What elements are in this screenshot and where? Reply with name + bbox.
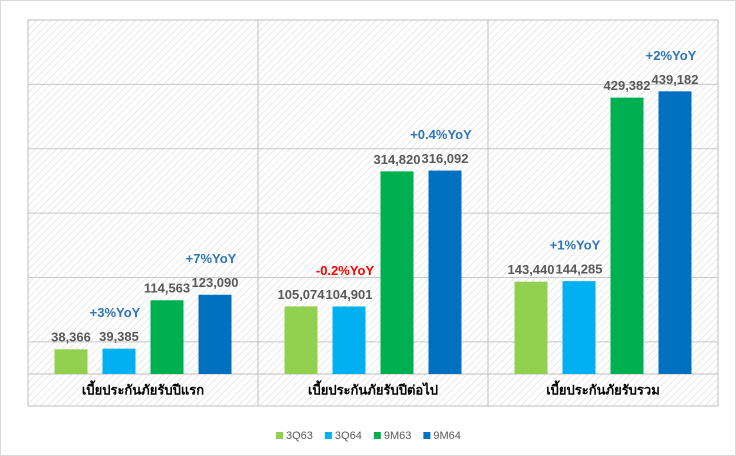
value-label: 39,385: [99, 329, 139, 344]
bar: [610, 97, 644, 375]
legend-label: 9M63: [384, 430, 412, 442]
legend-swatch: [373, 432, 381, 439]
value-label: 429,382: [604, 78, 651, 93]
yoy-annotation: -0.2%YoY: [316, 263, 375, 278]
legend-label: 3Q63: [286, 430, 313, 442]
bar: [658, 91, 692, 375]
bar: [54, 349, 88, 374]
x-tick-label: เบี้ยประกันภัยรับรวม: [546, 380, 660, 399]
legend-swatch: [276, 432, 283, 439]
yoy-annotation: +0.4%YoY: [410, 127, 472, 142]
bar: [562, 281, 596, 374]
value-label: 123,090: [192, 275, 239, 290]
bar: [284, 306, 318, 374]
yoy-annotation: +2%YoY: [646, 48, 697, 63]
value-label: 439,182: [652, 72, 699, 87]
bar: [428, 170, 462, 374]
x-tick-label: เบี้ยประกันภัยรับปีแรก: [82, 380, 204, 399]
bar: [332, 306, 366, 374]
bar: [198, 294, 232, 374]
yoy-annotation: +1%YoY: [550, 238, 601, 253]
yoy-annotation: +7%YoY: [186, 251, 237, 266]
value-label: 144,285: [556, 262, 603, 277]
value-label: 316,092: [422, 151, 469, 166]
bar: [380, 171, 414, 374]
value-label: 314,820: [374, 152, 421, 167]
legend-swatch: [423, 432, 431, 439]
value-label: 114,563: [144, 281, 190, 296]
value-label: 104,901: [326, 287, 373, 302]
legend-swatch: [324, 432, 332, 439]
value-label: 105,074: [278, 287, 326, 302]
bar: [514, 281, 548, 374]
legend-label: 9M64: [433, 430, 461, 442]
value-label: 143,440: [508, 262, 555, 277]
bar: [102, 348, 136, 374]
value-label: 38,366: [51, 330, 91, 345]
legend-label: 3Q64: [335, 430, 362, 442]
bar: [150, 300, 184, 374]
yoy-annotation: +3%YoY: [90, 305, 141, 320]
x-tick-label: เบี้ยประกันภัยรับปีต่อไป: [308, 380, 438, 399]
